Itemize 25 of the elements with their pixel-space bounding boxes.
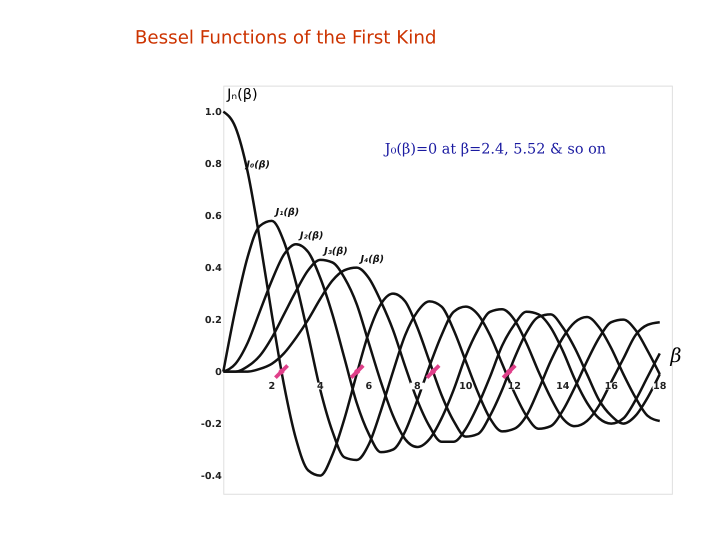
x-tick-label: 4 [316,380,324,392]
y-tick-label: 1.0 [204,107,222,118]
chart-title: Bessel Functions of the First Kind [134,27,436,48]
x-tick-label: 18 [653,380,667,392]
series-label: J₁(β) [274,207,300,218]
y-axis-title: Jₙ(β) [226,87,258,104]
x-axis-title: β [669,344,682,367]
x-tick-label: 2 [268,380,276,392]
x-tick-label: 14 [556,380,570,392]
y-tick-label: -0.4 [200,470,222,482]
y-tick-label: 0 [215,366,222,378]
y-tick-label: -0.2 [200,418,222,430]
x-tick-label: 8 [414,380,421,392]
y-tick-label: 0.4 [204,262,222,274]
x-tick-label: 16 [604,380,618,392]
x-tick-label: 6 [365,380,372,392]
y-tick-label: 0.6 [204,210,222,222]
series-label: J₂(β) [298,230,324,242]
annotation: J₀(β)=0 at β=2.4, 5.52 & so on [382,142,606,158]
x-tick-label: 10 [459,380,473,392]
series-label: J₃(β) [322,246,348,258]
x-tick-label: 12 [508,380,521,392]
y-tick-label: 0.2 [204,314,222,326]
y-tick-label: 0.8 [204,159,222,170]
series-label: J₄(β) [358,254,384,265]
